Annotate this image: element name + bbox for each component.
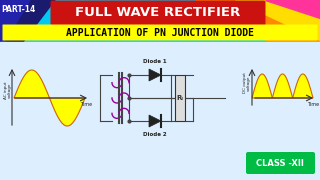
Polygon shape [195,0,320,70]
Text: CLASS -XII: CLASS -XII [256,159,304,168]
Text: Time: Time [307,102,319,107]
Polygon shape [149,115,161,127]
Text: DC output
voltage: DC output voltage [243,73,251,93]
FancyBboxPatch shape [3,24,317,40]
Text: PART-14: PART-14 [1,4,35,14]
Polygon shape [0,0,30,50]
Polygon shape [265,0,320,18]
Polygon shape [235,0,320,40]
FancyBboxPatch shape [51,1,266,26]
Text: FULL WAVE RECTIFIER: FULL WAVE RECTIFIER [76,6,241,19]
Text: Time: Time [80,102,92,107]
Bar [175,75,185,121]
Polygon shape [272,74,293,98]
Polygon shape [149,69,161,81]
Text: APPLICATION OF PN JUNCTION DIODE: APPLICATION OF PN JUNCTION DIODE [66,28,254,37]
Text: AC input
voltage: AC input voltage [4,81,12,99]
Polygon shape [14,70,50,98]
Polygon shape [252,74,272,98]
Text: Rₗ: Rₗ [177,95,183,101]
Polygon shape [293,74,313,98]
FancyBboxPatch shape [246,152,315,174]
Polygon shape [0,0,55,72]
Polygon shape [50,98,85,126]
Text: Diode 1: Diode 1 [143,59,167,64]
Text: Diode 2: Diode 2 [143,132,167,137]
Bar [0,42,320,180]
